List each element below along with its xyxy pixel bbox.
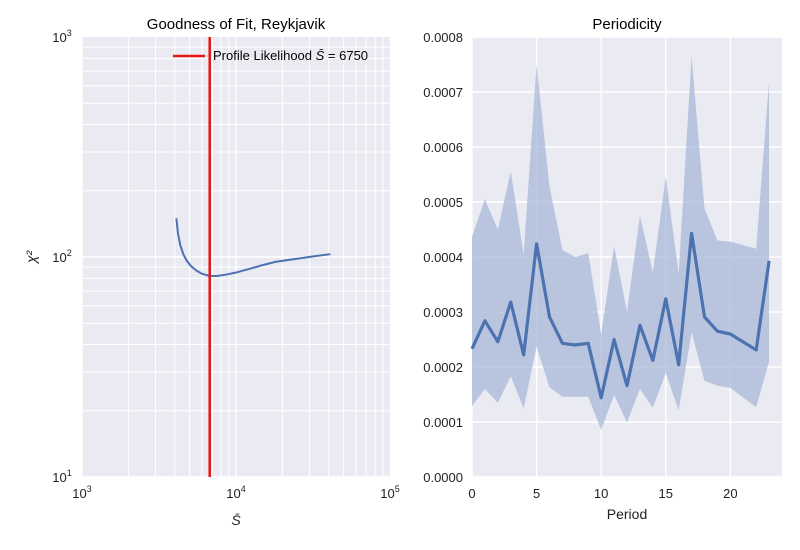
left-y-tick-label: 101 xyxy=(52,468,71,485)
right-series-line xyxy=(470,231,771,400)
left-y-axis-label: χ² xyxy=(23,250,39,266)
right-y-tick-label: 0.0000 xyxy=(423,470,463,485)
left-ticks: 103 104 105 101 102 103 xyxy=(52,28,399,501)
left-y-tick-label: 102 xyxy=(52,248,71,265)
right-x-tick-label: 20 xyxy=(723,486,737,501)
right-y-tick-label: 0.0008 xyxy=(423,30,463,45)
right-y-tick-label: 0.0001 xyxy=(423,415,463,430)
left-x-tick-label: 105 xyxy=(380,484,399,501)
left-series-line xyxy=(175,218,331,277)
right-x-tick-label: 0 xyxy=(468,486,475,501)
right-y-tick-label: 0.0007 xyxy=(423,85,463,100)
right-x-tick-label: 5 xyxy=(533,486,540,501)
left-x-axis-label: S̄ xyxy=(231,512,241,528)
right-y-tick-label: 0.0003 xyxy=(423,305,463,320)
left-y-tick-label: 103 xyxy=(52,28,71,45)
right-x-tick-label: 10 xyxy=(594,486,608,501)
right-x-tick-label: 15 xyxy=(659,486,673,501)
right-y-tick-label: 0.0002 xyxy=(423,360,463,375)
left-series xyxy=(175,218,331,277)
right-confidence-band xyxy=(472,56,770,430)
left-grid xyxy=(81,37,390,478)
left-x-tick-label: 104 xyxy=(226,484,245,501)
right-series xyxy=(470,56,771,430)
left-chart-title: Goodness of Fit, Reykjavik xyxy=(147,16,326,33)
right-chart-title: Periodicity xyxy=(592,16,662,33)
left-x-tick-label: 103 xyxy=(72,484,91,501)
left-legend: Profile Likelihood S̄ = 6750 xyxy=(173,48,368,63)
right-y-tick-label: 0.0004 xyxy=(423,250,463,265)
right-x-axis-label: Period xyxy=(607,506,647,522)
right-y-tick-label: 0.0005 xyxy=(423,195,463,210)
right-ticks: 0 5 10 15 20 0.0000 0.0001 0.0002 0.0003 0.0004 0.… xyxy=(423,30,737,501)
right-y-tick-label: 0.0006 xyxy=(423,140,463,155)
legend-label: Profile Likelihood S̄ = 6750 xyxy=(213,48,368,63)
